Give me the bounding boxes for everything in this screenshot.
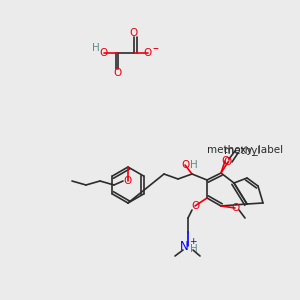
Text: O: O (124, 176, 132, 186)
Text: O: O (100, 48, 108, 58)
Text: –: – (152, 43, 158, 56)
Text: O: O (144, 48, 152, 58)
Text: N: N (180, 239, 188, 253)
Text: O: O (181, 160, 189, 170)
Text: H: H (92, 43, 100, 53)
Text: H: H (190, 160, 198, 170)
Text: O: O (114, 68, 122, 78)
Text: O: O (231, 203, 239, 213)
Text: O: O (224, 157, 232, 167)
Text: O: O (191, 201, 199, 211)
Text: O: O (221, 156, 229, 166)
Text: H: H (190, 244, 198, 254)
Text: methoxy_label: methoxy_label (207, 145, 283, 155)
Text: O: O (130, 28, 138, 38)
Text: +: + (189, 236, 197, 245)
Text: methyl: methyl (224, 146, 260, 156)
